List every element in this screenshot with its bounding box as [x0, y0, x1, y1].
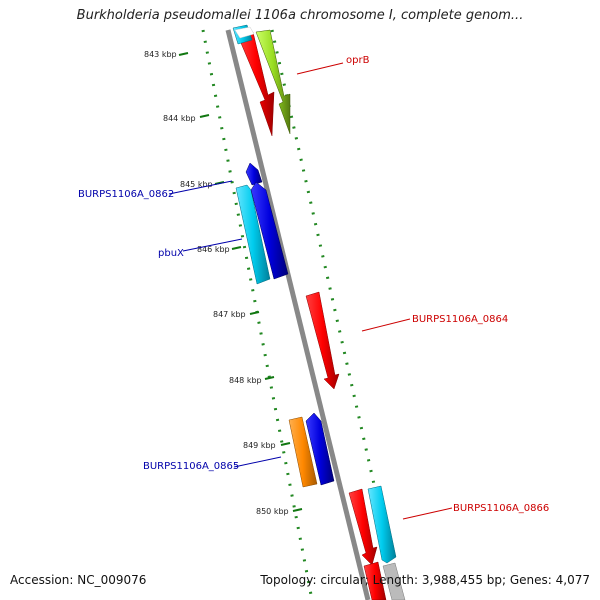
kbp-tick-label: 847 kbp [213, 310, 246, 319]
gene-label-oprB[interactable]: oprB [346, 55, 370, 66]
gene-BURPS1106A_0866-arrow[interactable] [367, 485, 397, 564]
map-title: Burkholderia pseudomallei 1106a chromoso… [76, 8, 524, 23]
gene-label-BURPS1106A_0862[interactable]: BURPS1106A_0862 [78, 189, 174, 200]
gene-arrow[interactable] [382, 562, 406, 600]
chromosome-backbone [225, 29, 371, 600]
topology-summary: Topology: circular; Length: 3,988,455 bp… [260, 573, 590, 587]
kbp-tick-label: 850 kbp [256, 507, 289, 516]
leader-line [168, 180, 233, 195]
gene-arrow[interactable] [237, 31, 275, 137]
gene-arrow[interactable] [305, 412, 335, 486]
kbp-tick-label: 844 kbp [163, 114, 196, 123]
gene-label-pbuX[interactable]: pbuX [158, 248, 184, 259]
kbp-tick-label: 843 kbp [144, 50, 177, 59]
kbp-tick-label: 846 kbp [197, 245, 230, 254]
leader-line [296, 62, 344, 75]
gene-label-BURPS1106A_0865[interactable]: BURPS1106A_0865 [143, 461, 239, 472]
gene-arrow[interactable] [234, 26, 255, 39]
gene-arrow[interactable] [363, 561, 387, 600]
kbp-tick-label: 848 kbp [229, 376, 262, 385]
gene-BURPS1106A_0865-arrow[interactable] [288, 416, 318, 488]
gene-arrow[interactable] [348, 488, 378, 566]
kbp-ticks [178, 52, 303, 512]
leader-line [182, 238, 243, 252]
leader-line [402, 507, 453, 520]
gene-pbuX-arrow[interactable] [250, 181, 289, 280]
gene-BURPS1106A_0864-arrow[interactable] [305, 291, 340, 390]
kbp-tick-label: 849 kbp [243, 441, 276, 450]
leader-line [361, 318, 411, 332]
leader-line [233, 456, 282, 468]
gene-label-BURPS1106A_0866[interactable]: BURPS1106A_0866 [453, 503, 549, 514]
gene-BURPS1106A_0862-arrow[interactable] [235, 184, 271, 285]
gene-oprB-arrow[interactable] [255, 29, 291, 135]
accession-text: Accession: NC_009076 [10, 573, 147, 587]
kbp-tick-label: 845 kbp [180, 180, 213, 189]
gene-label-BURPS1106A_0864[interactable]: BURPS1106A_0864 [412, 314, 508, 325]
